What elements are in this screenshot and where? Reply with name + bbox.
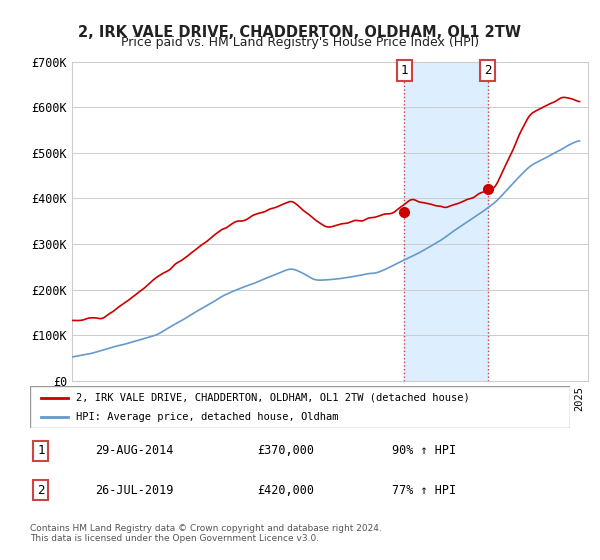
Text: 2, IRK VALE DRIVE, CHADDERTON, OLDHAM, OL1 2TW: 2, IRK VALE DRIVE, CHADDERTON, OLDHAM, O… bbox=[79, 25, 521, 40]
FancyBboxPatch shape bbox=[30, 386, 570, 428]
Text: 2: 2 bbox=[484, 64, 491, 77]
Text: 2: 2 bbox=[37, 483, 44, 497]
Text: £370,000: £370,000 bbox=[257, 444, 314, 458]
Text: 1: 1 bbox=[401, 64, 408, 77]
Text: 90% ↑ HPI: 90% ↑ HPI bbox=[392, 444, 456, 458]
Bar bbox=[404, 62, 488, 381]
Text: Contains HM Land Registry data © Crown copyright and database right 2024.
This d: Contains HM Land Registry data © Crown c… bbox=[30, 524, 382, 543]
Text: 26-JUL-2019: 26-JUL-2019 bbox=[95, 483, 173, 497]
Text: 1: 1 bbox=[37, 444, 44, 458]
Text: 77% ↑ HPI: 77% ↑ HPI bbox=[392, 483, 456, 497]
Text: £420,000: £420,000 bbox=[257, 483, 314, 497]
Text: HPI: Average price, detached house, Oldham: HPI: Average price, detached house, Oldh… bbox=[76, 412, 338, 422]
Text: 2, IRK VALE DRIVE, CHADDERTON, OLDHAM, OL1 2TW (detached house): 2, IRK VALE DRIVE, CHADDERTON, OLDHAM, O… bbox=[76, 393, 470, 403]
Text: Price paid vs. HM Land Registry's House Price Index (HPI): Price paid vs. HM Land Registry's House … bbox=[121, 36, 479, 49]
Text: 29-AUG-2014: 29-AUG-2014 bbox=[95, 444, 173, 458]
